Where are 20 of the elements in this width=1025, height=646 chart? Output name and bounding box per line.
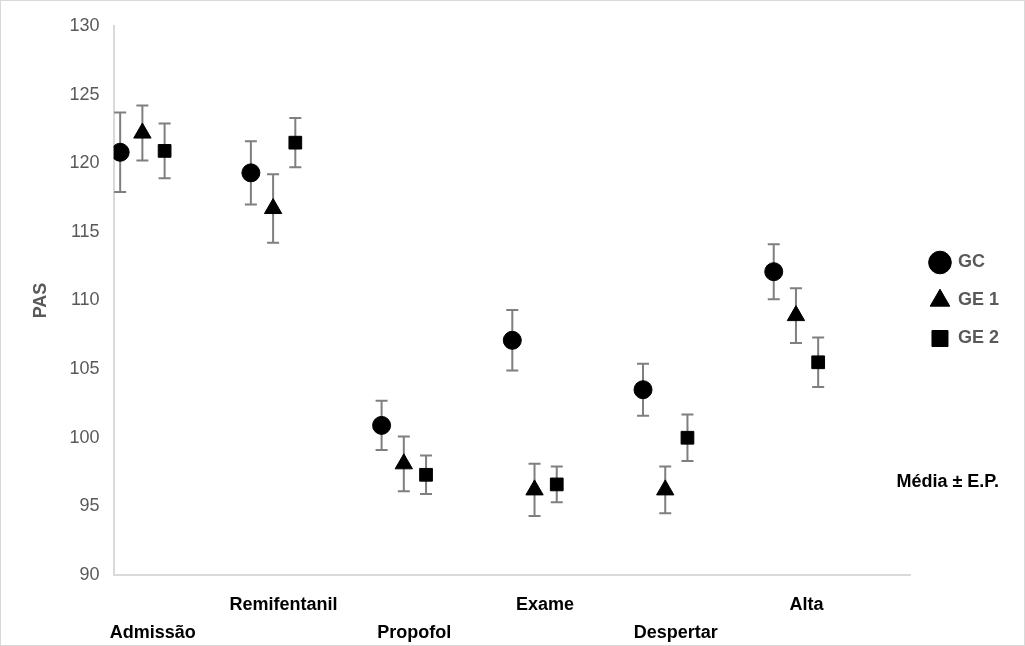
x-tick-label: Despertar bbox=[633, 621, 718, 642]
x-tick-label: Propofol bbox=[377, 621, 452, 642]
x-tick-label: Admissão bbox=[109, 621, 196, 642]
y-tick-label: 125 bbox=[69, 83, 100, 104]
y-tick-label: 120 bbox=[69, 152, 100, 173]
legend-label: GC bbox=[957, 251, 985, 272]
y-tick-label: 90 bbox=[79, 563, 100, 584]
x-tick-label: Remifentanil bbox=[229, 593, 338, 614]
y-tick-label: 130 bbox=[69, 14, 100, 35]
legend-label: GE 1 bbox=[957, 289, 1000, 310]
annotation: Média ± E.P. bbox=[896, 470, 999, 491]
y-tick-label: 110 bbox=[70, 289, 100, 310]
y-tick-label: 105 bbox=[69, 358, 100, 379]
y-tick-label: 95 bbox=[79, 495, 100, 516]
legend-label: GE 2 bbox=[957, 327, 1000, 348]
x-tick-label: Exame bbox=[515, 593, 575, 614]
y-tick-label: 100 bbox=[69, 426, 100, 447]
y-axis-title: PAS bbox=[29, 282, 50, 319]
x-tick-label: Alta bbox=[789, 593, 825, 614]
y-tick-label: 115 bbox=[70, 220, 100, 241]
